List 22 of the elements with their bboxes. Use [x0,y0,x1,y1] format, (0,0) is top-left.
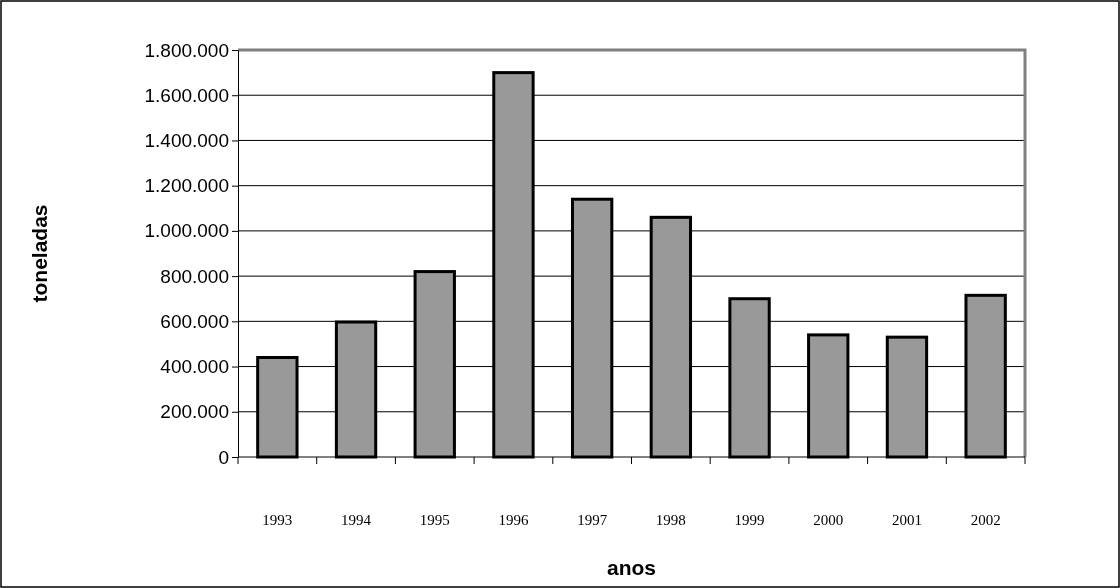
x-tick-label: 1996 [498,512,529,528]
y-tick-label: 1.400.000 [144,130,229,152]
x-tick-label: 1998 [655,512,686,528]
y-tick-label: 0 [218,446,229,468]
y-tick-label: 400.000 [160,356,229,378]
x-tick-label: 1993 [262,512,293,528]
x-tick-label: 1994 [341,512,372,528]
y-tick-label: 1.200.000 [144,175,229,197]
x-tick-label: 2000 [813,512,844,528]
y-tick-label: 1.800.000 [144,39,229,61]
y-tick-label: 800.000 [160,265,229,287]
y-axis-title: toneladas [28,204,51,303]
y-tick-label: 1.000.000 [144,220,229,242]
x-tick-label: 2001 [891,512,922,528]
y-tick-label: 600.000 [160,310,229,332]
y-tick-label: 200.000 [160,401,229,423]
x-tick-label: 2002 [970,512,1001,528]
x-tick-label: 1997 [577,512,608,528]
x-tick-label: 1995 [419,512,450,528]
y-tick-label: 1.600.000 [144,84,229,106]
x-tick-label: 1999 [734,512,765,528]
x-axis-title: anos [606,556,657,579]
